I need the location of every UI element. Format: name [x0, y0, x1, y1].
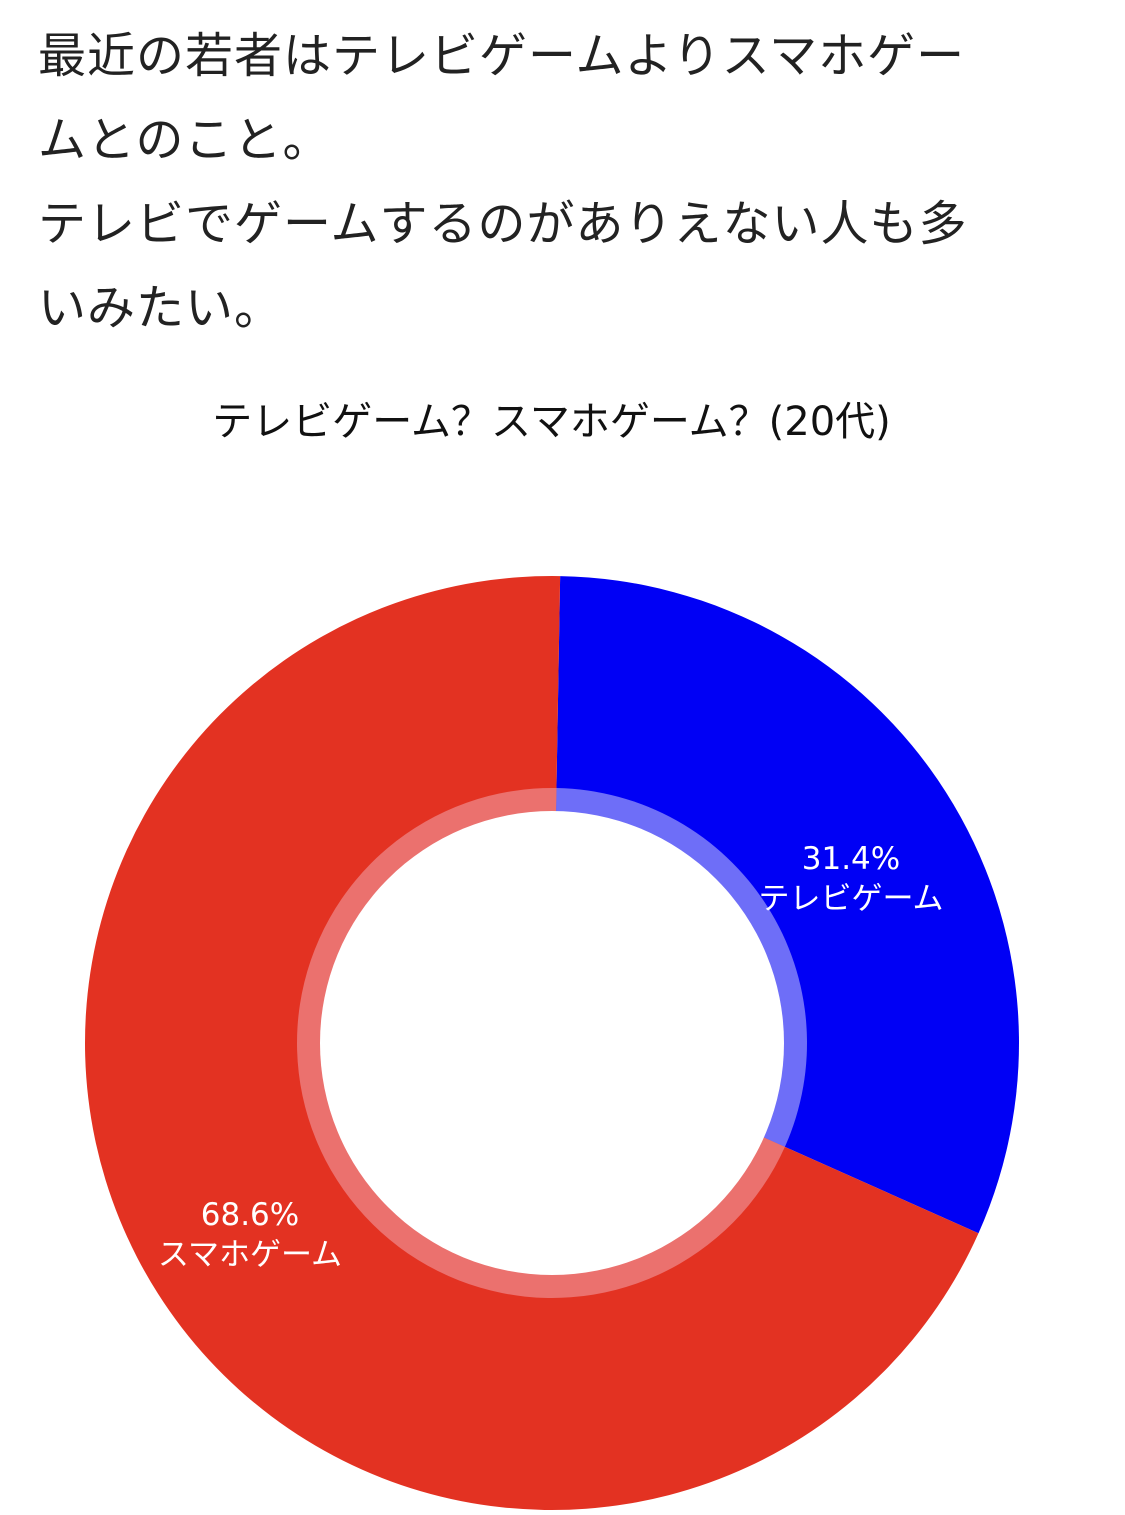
label-tv-value: 31.4% — [802, 841, 900, 877]
label-tv: 31.4% テレビゲーム — [758, 841, 943, 917]
label-tv-name: テレビゲーム — [758, 881, 943, 917]
donut-hole — [320, 811, 784, 1275]
intro-line-4: いみたい。 — [38, 280, 284, 336]
intro-line-2: ムとのこと。 — [38, 112, 332, 168]
label-smartphone-value: 68.6% — [201, 1197, 299, 1233]
slice-labels: 31.4% テレビゲーム 68.6% スマホゲーム — [158, 841, 944, 1273]
chart-title: テレビゲーム？スマホゲーム？(20代) — [212, 399, 891, 445]
label-smartphone: 68.6% スマホゲーム — [158, 1197, 342, 1273]
intro-line-1: 最近の若者はテレビゲームよりスマホゲー — [38, 28, 966, 84]
intro-line-3: テレビでゲームするのがありえない人も多 — [38, 196, 968, 252]
intro-text: 最近の若者はテレビゲームよりスマホゲー ムとのこと。 テレビでゲームするのがあり… — [38, 14, 1088, 350]
label-smartphone-name: スマホゲーム — [158, 1237, 342, 1273]
